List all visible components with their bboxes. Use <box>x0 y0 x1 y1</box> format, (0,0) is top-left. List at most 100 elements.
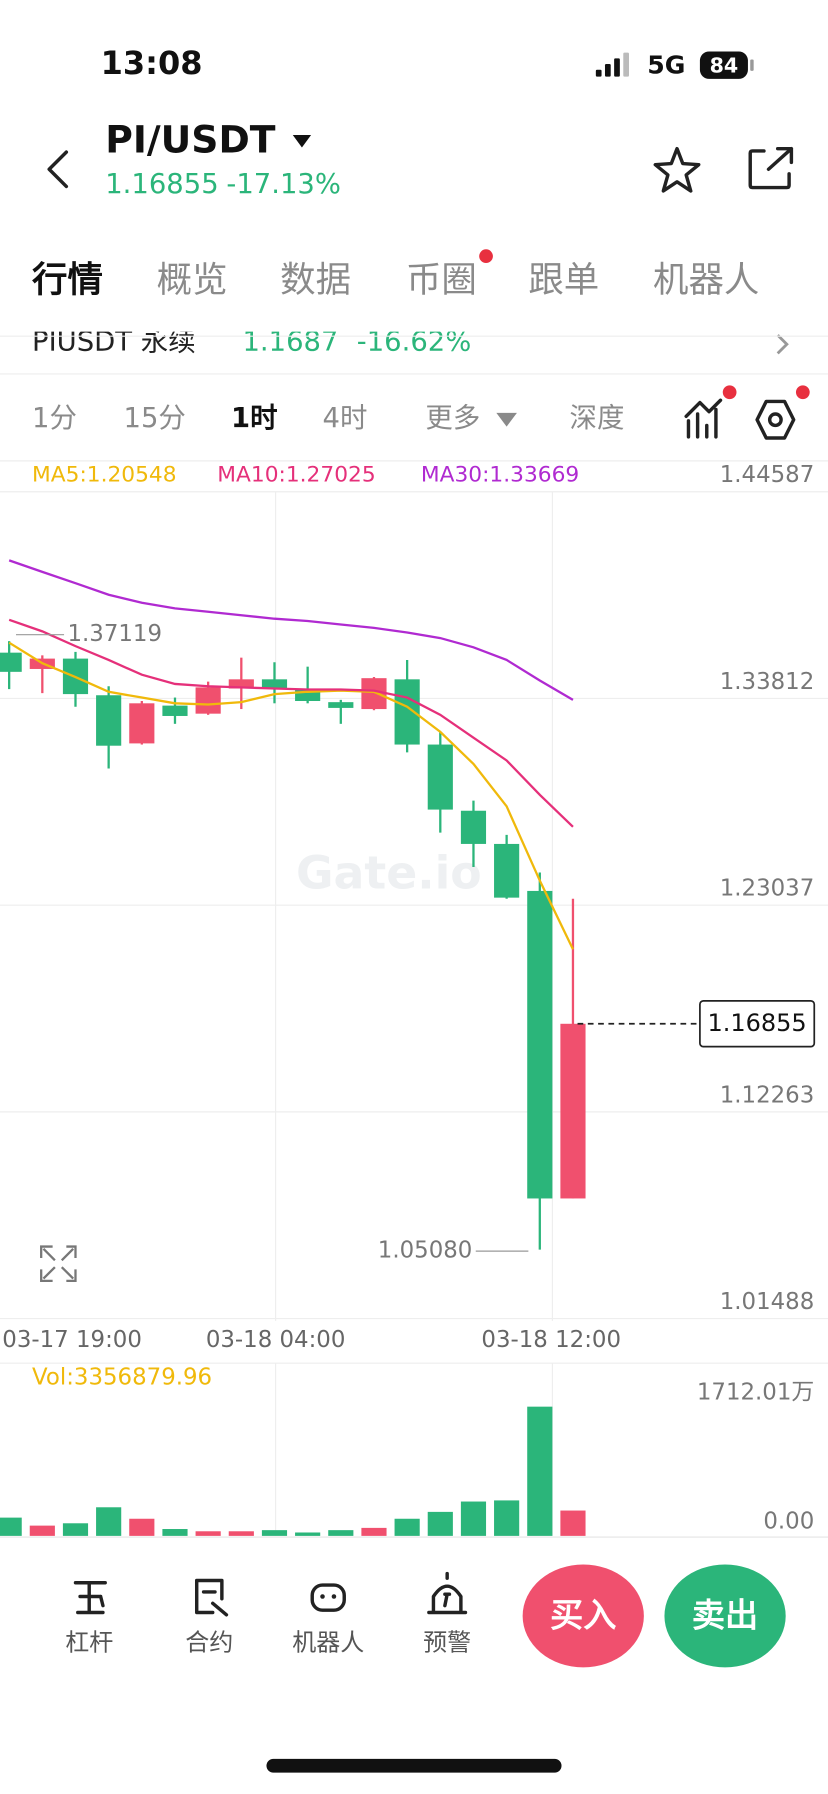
more-dropdown[interactable] <box>496 412 517 427</box>
tab[interactable]: 数据 <box>280 259 351 300</box>
volume-bar <box>228 1531 254 1536</box>
tab[interactable]: 机器人 <box>653 259 759 300</box>
bot-icon[interactable] <box>310 1583 346 1612</box>
battery-level: 84 <box>710 53 739 77</box>
indicator-button[interactable] <box>684 398 723 439</box>
interval[interactable]: 15分 <box>124 403 186 434</box>
legend-entry: MA5:1.20548 <box>32 463 177 488</box>
settings-center <box>767 412 783 428</box>
candle-body <box>527 890 553 1199</box>
low-label: 1.05080 <box>378 1238 473 1264</box>
candle-body <box>228 679 254 689</box>
notification-dot <box>795 385 810 400</box>
bot-eye <box>320 1594 325 1599</box>
volume-bar <box>361 1527 387 1536</box>
battery-tip <box>750 59 754 71</box>
volume-bar <box>29 1525 55 1536</box>
y-tick-label: 1.23037 <box>720 876 815 902</box>
fullscreen-button[interactable] <box>40 1245 77 1283</box>
header-change: -17.13% <box>226 169 341 200</box>
y-tick-label: 1.12263 <box>720 1082 815 1108</box>
interval[interactable]: 1时 <box>231 403 278 434</box>
favorite-button[interactable] <box>653 146 701 193</box>
sell-label[interactable]: 卖出 <box>692 1596 758 1635</box>
interval[interactable]: 更多 <box>425 403 480 434</box>
candle-body <box>162 705 188 716</box>
candle-body <box>427 744 453 810</box>
volume-bar <box>62 1523 89 1536</box>
y-tick-label: 1.01488 <box>720 1289 815 1315</box>
chevron <box>776 334 789 355</box>
interval[interactable]: 1分 <box>32 403 77 434</box>
bot-eye <box>331 1594 337 1599</box>
interval[interactable]: 深度 <box>570 403 625 434</box>
tab[interactable]: 概览 <box>157 259 228 300</box>
nav-label[interactable]: 预警 <box>423 1628 471 1656</box>
candle-body <box>361 678 387 710</box>
nav-label[interactable]: 杠杆 <box>65 1628 113 1656</box>
volume-label: Vol:3356879.96 <box>32 1365 212 1391</box>
volume-bar <box>0 1517 22 1536</box>
candle-body <box>129 703 155 744</box>
tab[interactable]: 跟单 <box>528 259 599 300</box>
candle-body <box>295 689 321 702</box>
futures-icon[interactable] <box>194 1578 229 1617</box>
alert-icon[interactable] <box>427 1571 468 1615</box>
pair-dropdown[interactable] <box>292 134 312 148</box>
last-price-label: 1.16855 <box>707 1009 806 1037</box>
back-button[interactable] <box>47 150 69 189</box>
candle-body <box>261 679 288 689</box>
tab[interactable]: 行情 <box>32 259 103 300</box>
y-tick-label: 0.00 <box>763 1509 814 1535</box>
candle-body <box>328 702 354 708</box>
candle-body <box>394 679 420 745</box>
volume-bar <box>261 1530 288 1536</box>
status-time: 13:08 <box>101 44 203 82</box>
margin-icon[interactable] <box>73 1581 107 1615</box>
notification-dot <box>722 385 737 400</box>
volume-bar <box>328 1530 354 1536</box>
share-button[interactable] <box>748 146 794 190</box>
ma-line <box>8 641 574 950</box>
buy-label[interactable]: 买入 <box>550 1596 616 1635</box>
volume-bar <box>195 1531 221 1536</box>
network: 5G <box>647 50 685 79</box>
watermark: Gate.io <box>296 847 482 900</box>
legend-entry: MA10:1.27025 <box>217 463 375 488</box>
nav-label[interactable]: 机器人 <box>292 1628 364 1656</box>
pair-name[interactable]: PI/USDT <box>105 117 276 161</box>
x-tick-label: 03-17 19:00 <box>2 1327 142 1353</box>
last-price-box <box>699 1000 816 1048</box>
y-tick-label: 1712.01万 <box>697 1379 814 1405</box>
candle-body <box>96 695 122 746</box>
y-tick-label: 1.33812 <box>720 669 815 695</box>
ma-line <box>8 559 574 701</box>
volume-bar <box>494 1500 520 1536</box>
volume-bar <box>162 1529 188 1536</box>
high-label: 1.37119 <box>67 621 162 647</box>
volume-bar <box>560 1510 586 1536</box>
candle-body <box>0 652 22 672</box>
volume-bar <box>129 1518 155 1536</box>
volume-bar <box>394 1518 420 1536</box>
nav-label[interactable]: 合约 <box>185 1628 233 1656</box>
interval[interactable]: 4时 <box>323 403 368 434</box>
volume-bar <box>527 1406 553 1536</box>
signal-icon <box>595 52 630 77</box>
x-tick-label: 03-18 04:00 <box>206 1327 346 1353</box>
buy-button[interactable] <box>522 1564 644 1668</box>
home-indicator <box>266 1758 562 1773</box>
candle-body <box>560 1023 586 1199</box>
settings-button[interactable] <box>755 399 796 440</box>
candle-body <box>195 687 221 714</box>
sell-button[interactable] <box>664 1564 786 1668</box>
ma-line <box>8 618 574 828</box>
y-tick-label: 1.44587 <box>720 462 815 488</box>
tab[interactable]: 币圈 <box>406 259 477 300</box>
battery <box>699 51 748 79</box>
header-price: 1.16855 <box>105 169 218 200</box>
x-tick-label: 03-18 12:00 <box>481 1327 621 1353</box>
notification-dot <box>479 249 493 264</box>
